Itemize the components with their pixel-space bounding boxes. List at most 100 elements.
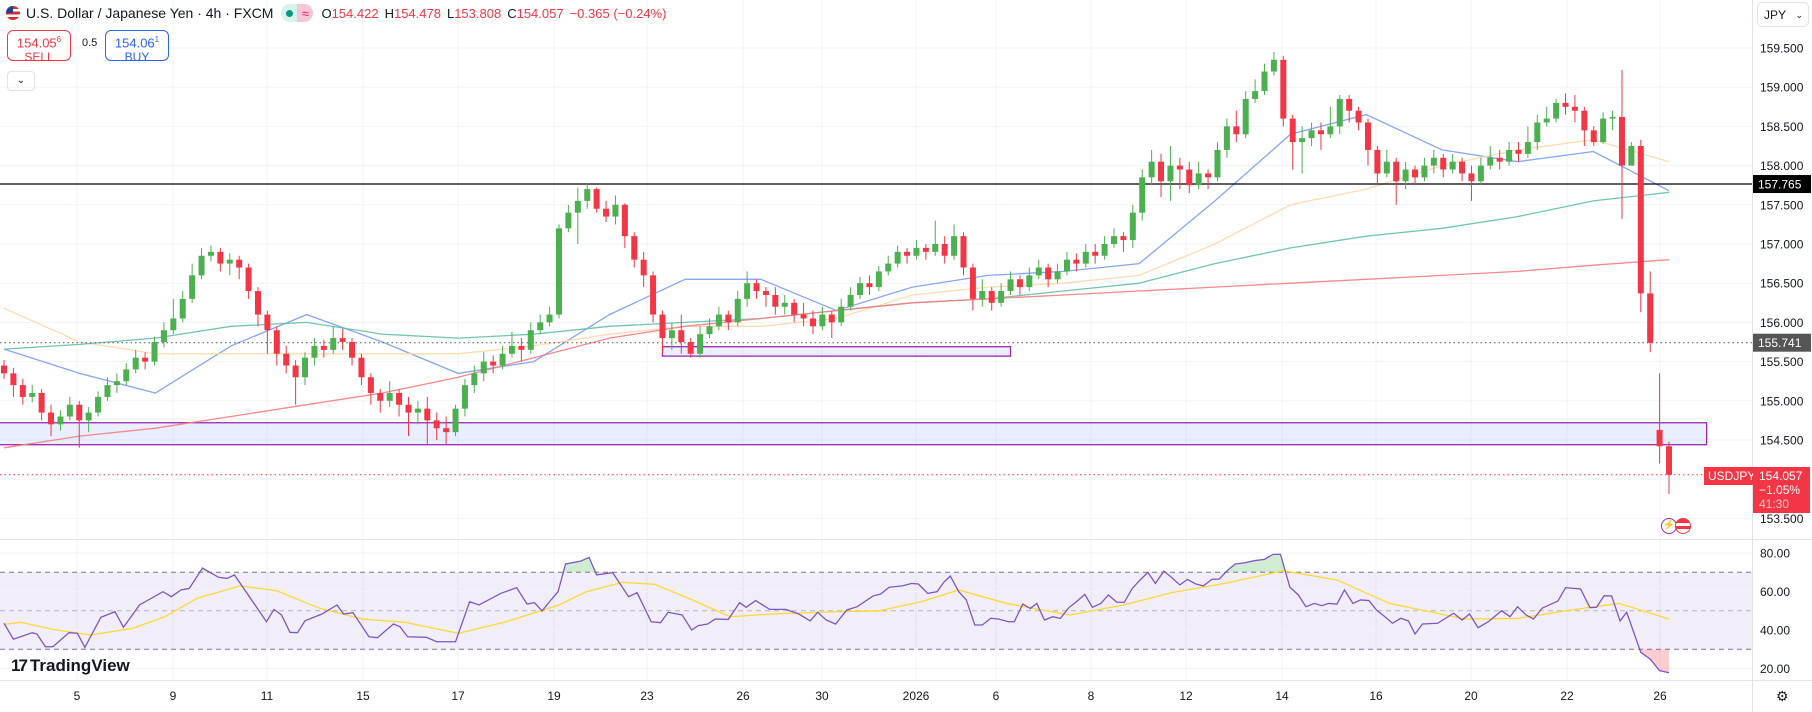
candle-body — [922, 247, 929, 252]
candle-body — [1270, 59, 1277, 72]
candle-body — [1440, 157, 1447, 170]
candle-body — [1487, 157, 1494, 166]
symbol-title[interactable]: U.S. Dollar / Japanese Yen · 4h · FXCM — [26, 5, 274, 21]
candle-body — [650, 275, 657, 315]
candle-body — [160, 330, 167, 342]
chevron-down-icon: ⌄ — [1795, 10, 1803, 20]
candle-body — [1637, 146, 1644, 294]
rsi-line — [3, 553, 1670, 674]
candle-body — [85, 412, 92, 421]
candle-body — [1045, 267, 1052, 280]
candle-body — [1618, 116, 1625, 166]
date-tick-label: 22 — [1560, 689, 1574, 703]
date-tick-label: 26 — [1653, 689, 1667, 703]
currency-button[interactable]: JPY ⌄ — [1757, 2, 1809, 27]
candle-body — [1092, 251, 1099, 256]
candle-body — [1073, 259, 1080, 264]
candle-body — [1496, 157, 1503, 162]
candle-body — [1374, 149, 1381, 174]
price-tick-label: 156.500 — [1760, 277, 1804, 291]
candle-body — [715, 314, 722, 327]
currency-label: JPY — [1764, 8, 1787, 22]
date-tick-label: 16 — [1369, 689, 1383, 703]
candle-body — [518, 345, 525, 350]
tradingview-wordmark: TradingView — [29, 656, 130, 675]
candle-body — [1477, 165, 1484, 182]
rsi-tick-label: 60.00 — [1760, 585, 1790, 599]
date-tick-label: 26 — [736, 689, 750, 703]
low-label: L — [446, 5, 455, 21]
symbol-header: U.S. Dollar / Japanese Yen · 4h · FXCM ≈… — [6, 3, 666, 23]
candle-body — [537, 322, 544, 331]
candle-body — [471, 373, 478, 386]
candle-body — [123, 369, 130, 382]
buy-button[interactable]: 154.061 BUY — [105, 30, 169, 64]
candle-body — [1148, 161, 1155, 178]
candle-body — [1205, 173, 1212, 178]
candle-body — [330, 338, 337, 350]
candle-body — [988, 291, 995, 303]
candle-body — [339, 338, 346, 342]
market-open-icon[interactable] — [281, 4, 298, 22]
candle-body — [386, 392, 393, 401]
price-tick-label: 159.500 — [1760, 42, 1804, 56]
candle-body — [678, 330, 685, 342]
candle-body — [838, 306, 845, 323]
candle-body — [1534, 122, 1541, 143]
candle-body — [866, 283, 873, 288]
candle-body — [1101, 244, 1108, 256]
candle-body — [433, 420, 440, 429]
candle-body — [1524, 142, 1531, 154]
candle-body — [1054, 271, 1061, 280]
status-badges[interactable]: ≈ — [281, 4, 314, 22]
candle-body — [1261, 71, 1268, 92]
candle-body — [574, 200, 581, 213]
candle-body — [772, 294, 779, 307]
candle-body — [659, 314, 666, 339]
candle-body — [283, 353, 290, 366]
sell-price-pip: 6 — [56, 35, 62, 44]
candle-body — [941, 244, 948, 256]
wave-icon[interactable]: ≈ — [297, 4, 314, 22]
candle-body — [1317, 130, 1324, 135]
candle-body — [1120, 236, 1127, 241]
candle-body — [1628, 146, 1635, 166]
date-tick-label: 14 — [1275, 689, 1289, 703]
candle-body — [1063, 259, 1070, 272]
date-tick-label: 6 — [993, 689, 1000, 703]
horizontal-line-label: 157.765 — [1758, 178, 1802, 192]
settings-icon[interactable]: ⚙ — [1776, 688, 1789, 704]
rsi-overbought-fill — [4, 554, 1669, 573]
candle-body — [254, 291, 261, 315]
candle-body — [904, 251, 911, 256]
candle-body — [1600, 118, 1607, 143]
price-tick-label: 155.000 — [1760, 394, 1804, 408]
us-economic-event-icon[interactable] — [1675, 518, 1691, 534]
high-label: H — [384, 5, 394, 21]
candle-body — [1553, 102, 1560, 119]
price-tick-label: 158.500 — [1760, 120, 1804, 134]
candle-body — [1176, 165, 1183, 170]
candle-body — [1167, 165, 1174, 182]
candle-body — [1299, 138, 1306, 143]
candle-body — [1647, 293, 1654, 343]
date-tick-label: 15 — [356, 689, 370, 703]
sell-button[interactable]: 154.056 SELL — [7, 30, 71, 64]
horizontal-line-label: 155.741 — [1758, 336, 1802, 350]
candle-body — [76, 404, 83, 421]
candle-body — [1327, 126, 1334, 135]
candle-body — [744, 283, 751, 299]
date-tick-label: 30 — [815, 689, 829, 703]
date-tick-label: 9 — [170, 689, 177, 703]
candle-body — [612, 204, 619, 217]
tradingview-mark-icon: 17 — [11, 656, 28, 675]
last-price: 154.057 — [1759, 469, 1803, 483]
candle-body — [1581, 110, 1588, 131]
price-tick-label: 158.000 — [1760, 159, 1804, 173]
candle-body — [480, 361, 487, 374]
candle-body — [19, 385, 26, 397]
support-zone-rectangle — [661, 346, 1012, 357]
collapse-chevron-button[interactable]: ⌄ — [7, 71, 35, 91]
tradingview-logo[interactable]: 17 TradingView — [11, 656, 130, 676]
